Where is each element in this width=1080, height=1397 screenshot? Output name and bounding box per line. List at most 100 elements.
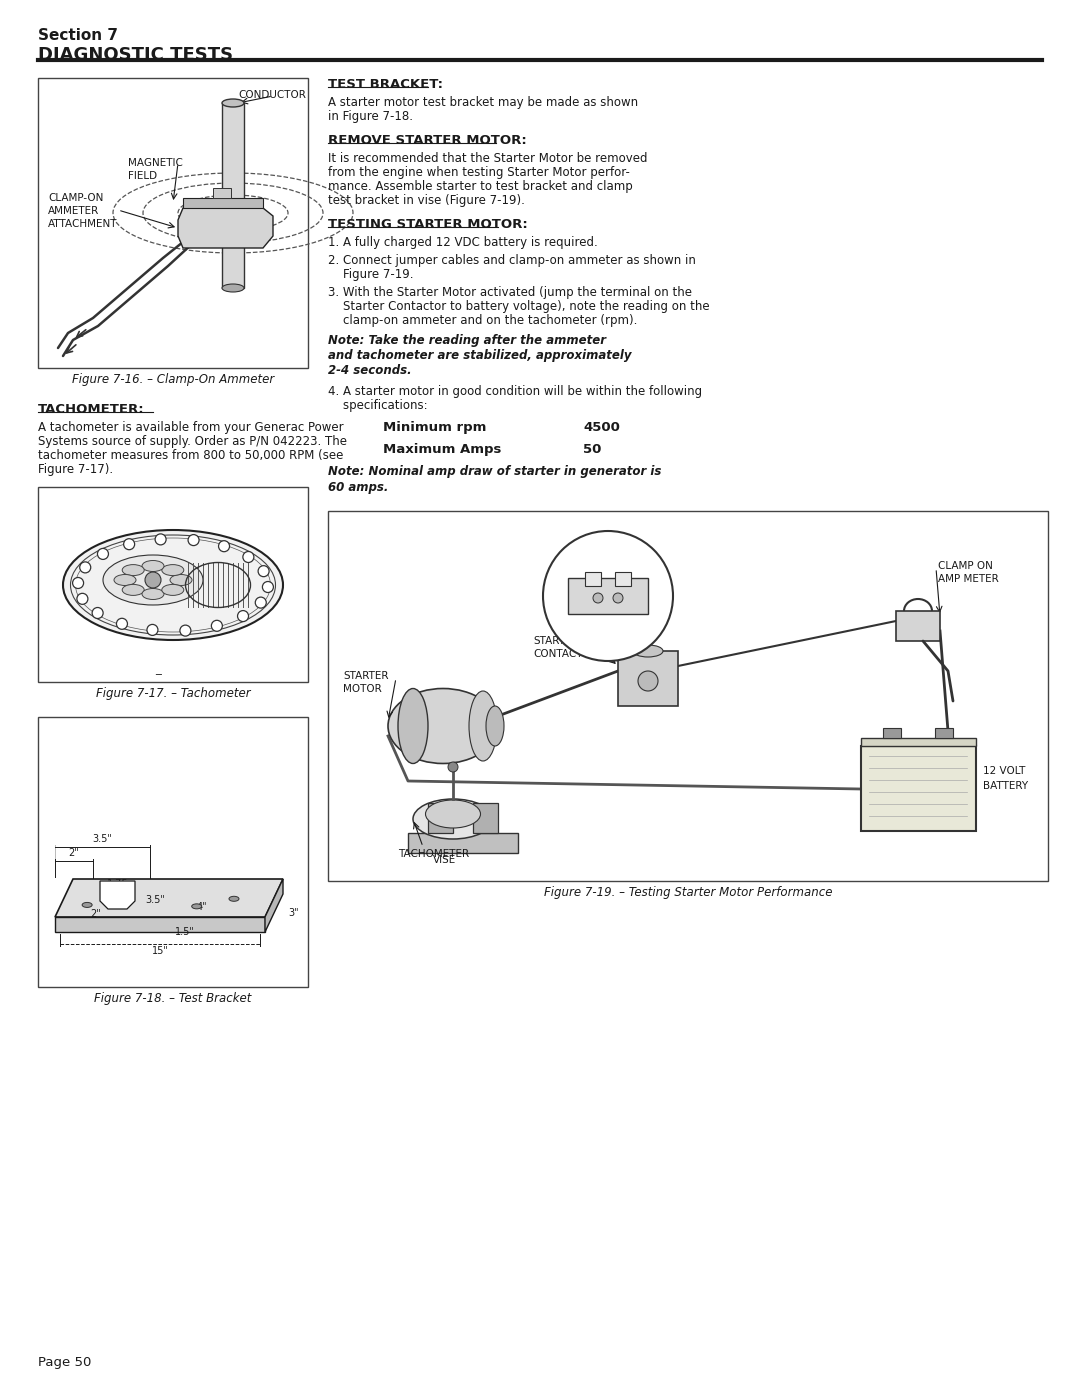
Circle shape: [92, 608, 103, 619]
Text: mance. Assemble starter to test bracket and clamp: mance. Assemble starter to test bracket …: [328, 180, 633, 193]
Text: 1.75: 1.75: [107, 879, 129, 888]
Text: 50: 50: [583, 443, 602, 455]
Ellipse shape: [399, 689, 428, 764]
Text: Figure 7-17).: Figure 7-17).: [38, 462, 113, 476]
Circle shape: [543, 531, 673, 661]
Ellipse shape: [388, 689, 498, 764]
Bar: [585, 571, 600, 585]
Text: in Figure 7-18.: in Figure 7-18.: [328, 110, 413, 123]
Text: 2-4 seconds.: 2-4 seconds.: [328, 365, 411, 377]
Bar: [568, 578, 648, 615]
Circle shape: [147, 624, 158, 636]
Text: TACHOMETER: TACHOMETER: [399, 849, 469, 859]
Text: 1. A fully charged 12 VDC battery is required.: 1. A fully charged 12 VDC battery is req…: [328, 236, 597, 249]
Text: CLAMP-ON: CLAMP-ON: [48, 193, 104, 203]
Text: BATTERY: BATTERY: [983, 781, 1028, 791]
Text: MOTOR: MOTOR: [343, 685, 381, 694]
Text: VISE: VISE: [433, 855, 456, 865]
Text: Figure 7-19. – Testing Starter Motor Performance: Figure 7-19. – Testing Starter Motor Per…: [543, 886, 833, 900]
Circle shape: [188, 535, 199, 546]
Text: ─: ─: [156, 671, 161, 680]
Circle shape: [97, 549, 108, 559]
Text: 1.5": 1.5": [175, 928, 194, 937]
Text: CONTACTOR: CONTACTOR: [534, 650, 598, 659]
Text: TACHOMETER:: TACHOMETER:: [38, 402, 145, 416]
Bar: [222, 103, 244, 288]
Text: TEST BRACKET:: TEST BRACKET:: [328, 78, 443, 91]
Text: 3.5": 3.5": [145, 895, 165, 905]
Text: from the engine when testing Starter Motor perfor-: from the engine when testing Starter Mot…: [328, 166, 630, 179]
Text: tachometer measures from 800 to 50,000 RPM (see: tachometer measures from 800 to 50,000 R…: [38, 448, 343, 462]
Bar: [896, 610, 940, 641]
Text: Figure 7-16. – Clamp-On Ammeter: Figure 7-16. – Clamp-On Ammeter: [72, 373, 274, 386]
Circle shape: [262, 581, 273, 592]
Text: clamp-on ammeter and on the tachometer (rpm).: clamp-on ammeter and on the tachometer (…: [328, 314, 637, 327]
Ellipse shape: [162, 564, 184, 576]
Circle shape: [212, 620, 222, 631]
Polygon shape: [55, 916, 265, 932]
Circle shape: [448, 761, 458, 773]
Text: REMOVE STARTER MOTOR:: REMOVE STARTER MOTOR:: [328, 134, 527, 147]
Ellipse shape: [82, 902, 92, 908]
Text: A tachometer is available from your Generac Power: A tachometer is available from your Gene…: [38, 420, 343, 434]
Text: AMMETER: AMMETER: [48, 205, 99, 217]
Circle shape: [72, 577, 83, 588]
Text: 3": 3": [288, 908, 299, 918]
Text: 2": 2": [69, 848, 79, 858]
Text: 4. A starter motor in good condition will be within the following: 4. A starter motor in good condition wil…: [328, 386, 702, 398]
Polygon shape: [265, 879, 283, 932]
Bar: [38, 717, 308, 988]
Ellipse shape: [122, 564, 145, 576]
Circle shape: [593, 592, 603, 604]
Circle shape: [638, 671, 658, 692]
Circle shape: [180, 624, 191, 636]
Ellipse shape: [469, 692, 497, 761]
Text: 2": 2": [90, 909, 100, 919]
Circle shape: [117, 619, 127, 629]
Bar: [328, 511, 1048, 882]
Circle shape: [243, 552, 254, 563]
Circle shape: [218, 541, 230, 552]
Text: STARTER: STARTER: [534, 636, 579, 645]
Circle shape: [238, 610, 248, 622]
Text: AMP METER: AMP METER: [939, 574, 999, 584]
Text: Minimum rpm: Minimum rpm: [383, 420, 486, 434]
Bar: [883, 728, 901, 738]
Text: 3.5": 3.5": [92, 834, 112, 844]
Text: FIELD: FIELD: [129, 170, 157, 182]
Text: 2. Connect jumper cables and clamp-on ammeter as shown in: 2. Connect jumper cables and clamp-on am…: [328, 254, 696, 267]
Bar: [38, 488, 308, 682]
Text: Starter Contactor to battery voltage), note the reading on the: Starter Contactor to battery voltage), n…: [328, 300, 710, 313]
Circle shape: [145, 571, 161, 588]
Text: CONDUCTOR: CONDUCTOR: [238, 89, 306, 101]
Circle shape: [258, 566, 269, 577]
Text: 60 amps.: 60 amps.: [328, 481, 389, 495]
Ellipse shape: [122, 584, 145, 595]
Text: Note: Take the reading after the ammeter: Note: Take the reading after the ammeter: [328, 334, 606, 346]
Bar: [428, 803, 453, 833]
Polygon shape: [178, 208, 273, 249]
Ellipse shape: [170, 574, 192, 585]
Text: MAGNETIC: MAGNETIC: [129, 158, 183, 168]
Ellipse shape: [486, 705, 504, 746]
Text: TESTING STARTER MOTOR:: TESTING STARTER MOTOR:: [328, 218, 528, 231]
Bar: [473, 803, 498, 833]
Polygon shape: [100, 882, 135, 909]
Text: CLAMP ON: CLAMP ON: [939, 562, 993, 571]
Bar: [618, 651, 678, 705]
Ellipse shape: [141, 588, 164, 599]
Text: Figure 7-18. – Test Bracket: Figure 7-18. – Test Bracket: [94, 992, 252, 1004]
Ellipse shape: [141, 560, 164, 571]
Bar: [615, 571, 631, 585]
Text: Systems source of supply. Order as P/N 042223. The: Systems source of supply. Order as P/N 0…: [38, 434, 347, 448]
Ellipse shape: [222, 284, 244, 292]
Text: Page 50: Page 50: [38, 1356, 92, 1369]
Text: Figure 7-19.: Figure 7-19.: [328, 268, 414, 281]
Text: Section 7: Section 7: [38, 28, 118, 43]
Bar: [861, 746, 976, 831]
Circle shape: [613, 592, 623, 604]
Text: Note: Nominal amp draw of starter in generator is: Note: Nominal amp draw of starter in gen…: [328, 465, 661, 478]
Bar: [213, 189, 231, 198]
Text: 3. With the Starter Motor activated (jump the terminal on the: 3. With the Starter Motor activated (jum…: [328, 286, 692, 299]
Ellipse shape: [162, 584, 184, 595]
